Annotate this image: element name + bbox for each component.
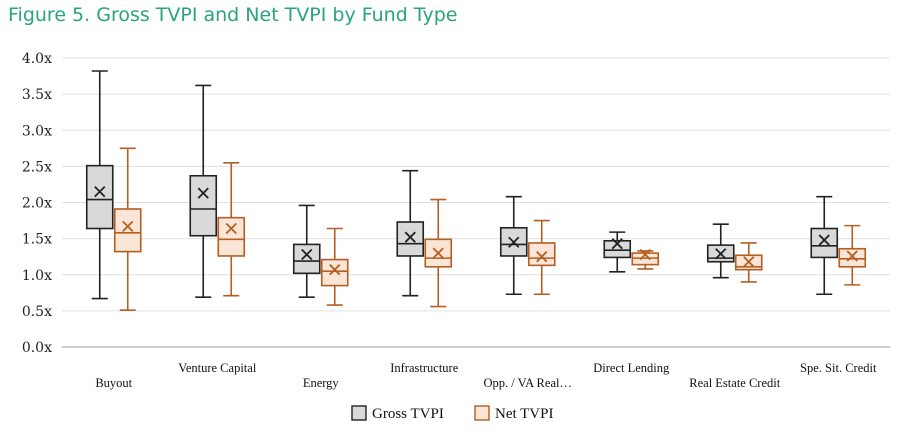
net-mean-marker [225,222,237,235]
figure-title: Figure 5. Gross TVPI and Net TVPI by Fun… [8,4,458,26]
gross-box [810,227,839,259]
legend-label-gross: Gross TVPI [372,406,444,422]
net-mean-marker [743,256,755,268]
y-tick-label: 1.0x [22,268,52,284]
net-mean-marker [536,251,548,263]
category-label: Spe. Sit. Credit [800,361,877,375]
gross-box [396,221,425,257]
y-tick-label: 2.0x [22,196,52,212]
category-label: Real Estate Credit [689,376,780,390]
category-label: Energy [303,376,340,390]
y-tick-label: 4.0x [22,51,52,67]
gross-mean-marker [818,234,830,246]
net-mean-marker [122,220,134,232]
y-tick-label: 0.5x [22,304,52,320]
net-box [527,242,556,267]
category-label: Direct Lending [593,361,670,375]
gross-mean-marker [715,248,727,260]
gross-box [603,239,632,259]
net-box [838,247,867,268]
y-tick-label: 1.5x [22,232,52,248]
category-label: Infrastructure [390,361,458,375]
net-mean-marker [639,248,651,261]
category-label: Buyout [95,376,132,390]
legend-swatch-net [474,405,490,421]
y-tick-label: 3.5x [22,87,52,103]
net-mean-marker [846,250,858,262]
gross-box [499,226,528,257]
net-box [320,258,349,287]
gross-mean-marker [197,187,209,199]
gross-mean-marker [301,248,313,261]
category-label: Venture Capital [178,361,257,375]
category-label: Opp. / VA Real… [484,376,572,390]
legend-swatch-gross [351,405,367,421]
net-mean-marker [329,264,341,276]
net-mean-marker [432,247,444,259]
y-tick-label: 3.0x [22,123,52,139]
gross-box [189,174,218,237]
y-tick-label: 2.5x [22,159,52,175]
y-tick-label: 0.0x [22,340,52,356]
gross-box [85,164,114,230]
net-box [113,208,142,253]
legend-label-net: Net TVPI [495,406,553,422]
gross-mean-marker [508,236,520,248]
gross-mean-marker [404,231,416,243]
net-box [217,216,246,257]
gross-mean-marker [611,238,623,250]
gross-box [292,243,321,275]
gross-mean-marker [94,186,106,198]
